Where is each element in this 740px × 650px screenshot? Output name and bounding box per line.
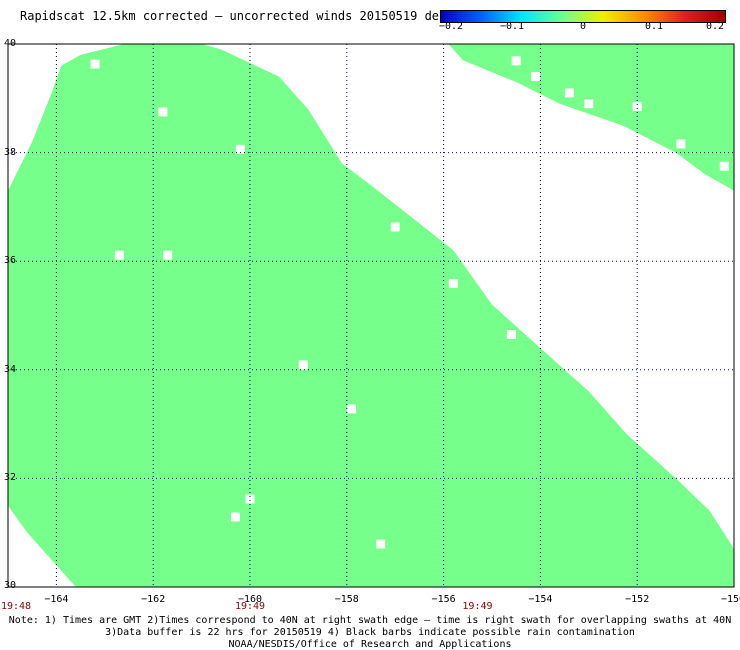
- colorbar-tick-label: 0.1: [644, 21, 664, 32]
- swath-2: [448, 44, 734, 191]
- longitude-label: −158: [334, 594, 359, 605]
- no-data-cell: [506, 330, 516, 339]
- colorbar: [440, 10, 726, 23]
- colorbar-tick-label: −0.2: [438, 21, 464, 32]
- note-line-3: NOAA/NESDIS/Office of Research and Appli…: [228, 639, 512, 650]
- swath-1: [8, 44, 734, 587]
- latitude-label: 40: [4, 38, 17, 49]
- longitude-label: −152: [625, 594, 650, 605]
- longitude-label: −150: [721, 594, 740, 605]
- no-data-cell: [347, 404, 357, 414]
- no-data-cell: [390, 222, 400, 232]
- swath-time-label: 19:49: [462, 601, 493, 612]
- longitude-label: −162: [141, 594, 166, 605]
- no-data-cell: [719, 161, 729, 171]
- no-data-cell: [231, 512, 240, 522]
- no-data-cell: [676, 139, 686, 149]
- longitude-label: −154: [528, 594, 553, 605]
- no-data-cell: [298, 360, 308, 370]
- swath-time-label: 19:49: [234, 601, 266, 612]
- no-data-cell: [632, 101, 642, 111]
- no-data-cell: [564, 88, 574, 98]
- swath-layer: [8, 44, 734, 587]
- colorbar-tick-label: 0: [579, 21, 587, 32]
- map-title: Rapidscat 12.5km corrected – uncorrected…: [20, 9, 497, 23]
- latitude-label: 34: [4, 363, 17, 375]
- longitude-label: −156: [431, 594, 456, 605]
- no-data-cell: [531, 72, 541, 82]
- longitude-label: −160: [237, 594, 263, 605]
- no-data-cell: [584, 99, 594, 109]
- graticule: [8, 44, 734, 587]
- no-data-cell: [158, 107, 168, 117]
- latitude-label: 32: [4, 472, 17, 484]
- latitude-label: 36: [4, 255, 17, 267]
- no-data-cell: [235, 144, 245, 154]
- no-data-cell: [448, 279, 458, 288]
- note-line-2: 3)Data buffer is 22 hrs for 20150519 4) …: [105, 627, 635, 638]
- no-data-cell: [511, 56, 521, 66]
- colorbar-tick-label: 0.2: [705, 21, 725, 32]
- no-data-cell: [114, 250, 124, 260]
- no-data-cell: [245, 494, 255, 504]
- latitude-label: 38: [4, 146, 17, 158]
- colorbar-tick-label: −0.1: [499, 21, 525, 32]
- no-data-cell: [376, 539, 386, 549]
- note-line-1: Note: 1) Times are GMT 2)Times correspon…: [8, 615, 732, 626]
- no-data-cell: [163, 250, 173, 260]
- longitude-label: −164: [44, 594, 69, 605]
- no-data-cell: [90, 59, 100, 69]
- swath-time-label: 19:48: [0, 601, 32, 612]
- no-data-layer: [90, 56, 729, 549]
- map-frame: [7, 43, 735, 588]
- latitude-label: 30: [4, 580, 17, 591]
